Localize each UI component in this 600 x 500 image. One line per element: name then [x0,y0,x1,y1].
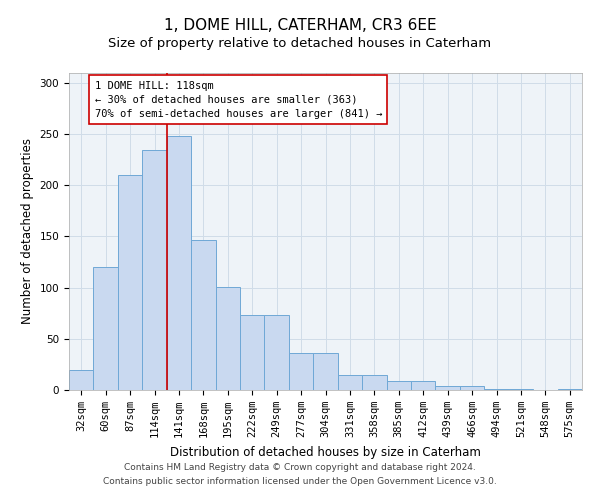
X-axis label: Distribution of detached houses by size in Caterham: Distribution of detached houses by size … [170,446,481,458]
Text: Contains public sector information licensed under the Open Government Licence v3: Contains public sector information licen… [103,477,497,486]
Bar [240,315,265,390]
Bar [265,315,289,390]
Bar [338,374,362,390]
Bar [509,389,533,390]
Text: 1, DOME HILL, CATERHAM, CR3 6EE: 1, DOME HILL, CATERHAM, CR3 6EE [164,18,436,32]
Bar [362,374,386,390]
Bar [557,389,582,390]
Bar [69,370,94,390]
Bar [436,386,460,390]
Y-axis label: Number of detached properties: Number of detached properties [21,138,34,324]
Bar [167,136,191,390]
Bar [191,240,215,390]
Bar [386,381,411,390]
Bar [484,389,509,390]
Text: Size of property relative to detached houses in Caterham: Size of property relative to detached ho… [109,38,491,51]
Bar [215,286,240,390]
Bar [313,353,338,390]
Bar [289,353,313,390]
Bar [94,267,118,390]
Text: 1 DOME HILL: 118sqm
← 30% of detached houses are smaller (363)
70% of semi-detac: 1 DOME HILL: 118sqm ← 30% of detached ho… [95,80,382,118]
Text: Contains HM Land Registry data © Crown copyright and database right 2024.: Contains HM Land Registry data © Crown c… [124,464,476,472]
Bar [142,150,167,390]
Bar [411,381,436,390]
Bar [118,175,142,390]
Bar [460,386,484,390]
